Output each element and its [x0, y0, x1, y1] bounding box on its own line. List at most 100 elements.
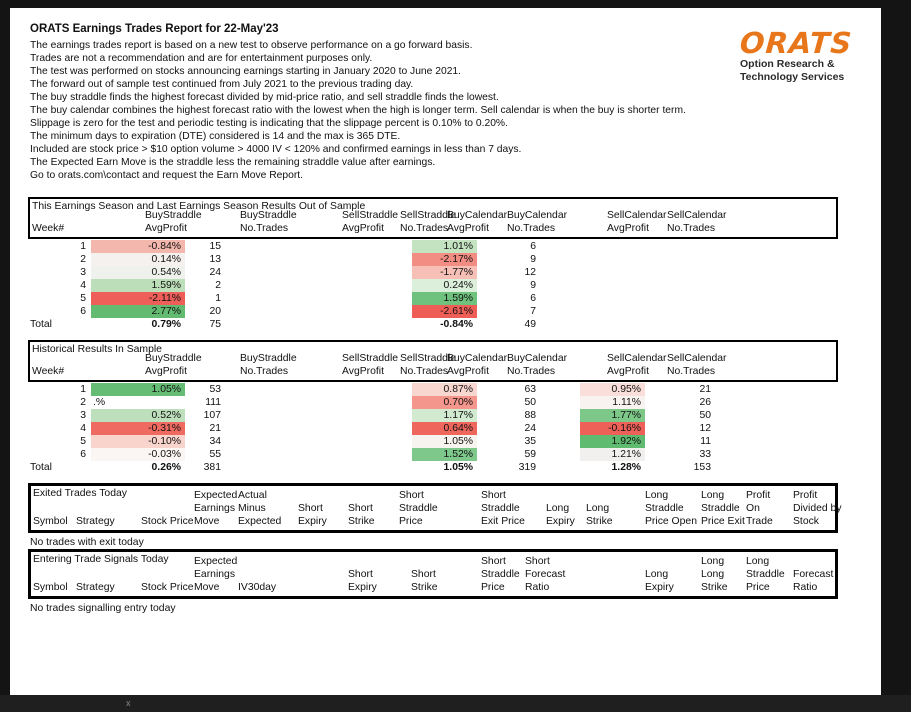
heatmap-cell: 1.59% — [91, 279, 185, 292]
trade-count: 20 — [209, 306, 221, 317]
col-header: Symbol — [33, 516, 68, 527]
intro-line: The forward out of sample test continued… — [30, 79, 414, 90]
week-number: 3 — [80, 267, 86, 278]
heatmap-cell: 1.05% — [412, 435, 477, 448]
trade-count: 1 — [215, 293, 221, 304]
col-header: Expected Earnings Move — [194, 556, 238, 593]
intro-line: The buy straddle finds the highest forec… — [30, 92, 499, 103]
heatmap-cell: 1.77% — [580, 409, 645, 422]
total-trade-count: 153 — [693, 462, 711, 473]
week-number: 3 — [80, 410, 86, 421]
glitch-value: .% — [93, 397, 106, 408]
col-header: Long Expiry — [645, 569, 674, 593]
sellcalendar-notrades-column: 21 26 50 12 11 33 153 — [673, 383, 711, 474]
buystraddle-notrades-column: 15 13 24 2 1 20 75 — [183, 240, 221, 331]
col-header: Short Straddle Price — [481, 556, 520, 593]
heatmap-cell: 0.54% — [91, 266, 185, 279]
intro-line: The minimum days to expiration (DTE) con… — [30, 131, 401, 142]
col-header: Long Long Strike — [701, 556, 728, 593]
col-header-buycalendar-n: BuyCalendar No.Trades — [507, 210, 568, 234]
col-header: Short Straddle Exit Price — [481, 490, 525, 527]
intro-line: Included are stock price > $10 option vo… — [30, 144, 522, 155]
col-header: Actual Minus Expected — [238, 490, 282, 527]
col-header: Long Expiry — [546, 503, 575, 527]
viewer-bottom-bar — [0, 695, 911, 712]
trade-count: 6 — [530, 241, 536, 252]
total-trade-count: 75 — [209, 319, 221, 330]
heatmap-cell: 1.92% — [580, 435, 645, 448]
week-number-column: 1 2 3 4 5 6 — [30, 240, 86, 318]
col-header-sellcalendar-avg: SellCalendar AvgProfit — [607, 353, 667, 377]
trade-count: 21 — [699, 384, 711, 395]
trade-count: 24 — [209, 267, 221, 278]
col-header: Forecast Ratio — [793, 569, 834, 593]
entering-table-title: Entering Trade Signals Today — [33, 554, 169, 565]
week-number: 4 — [80, 423, 86, 434]
heatmap-cell: 0.64% — [412, 422, 477, 435]
intro-line: The earnings trades report is based on a… — [30, 40, 473, 51]
col-header: Strategy — [76, 582, 115, 593]
trade-count: 11 — [700, 436, 711, 447]
heatmap-cell: -2.11% — [91, 292, 185, 305]
trade-count: 53 — [209, 384, 221, 395]
heatmap-cell: -0.10% — [91, 435, 185, 448]
trade-count: 111 — [205, 397, 221, 408]
col-header: Long Straddle Price — [746, 556, 785, 593]
col-header-sellcalendar-avg: SellCalendar AvgProfit — [607, 210, 667, 234]
intro-line: The Expected Earn Move is the straddle l… — [30, 157, 436, 168]
total-value: -0.84% — [440, 319, 473, 330]
col-header: Short Expiry — [348, 569, 377, 593]
trade-count: 21 — [209, 423, 221, 434]
col-header: Symbol — [33, 582, 68, 593]
heatmap-cell: -2.61% — [412, 305, 477, 318]
week-number: 6 — [80, 306, 86, 317]
heatmap-cell: 1.21% — [580, 448, 645, 461]
trade-count: 7 — [530, 306, 536, 317]
historical-table-title: Historical Results In Sample — [32, 344, 162, 355]
intro-line: Slippage is zero for the test and period… — [30, 118, 508, 129]
trade-count: 26 — [699, 397, 711, 408]
buystraddle-avgprofit-column: 1.05% .% 0.52% -0.31% -0.10% -0.03% 0.26… — [91, 383, 185, 474]
col-header: Long Straddle Price Exit — [701, 490, 745, 527]
week-number: 2 — [80, 397, 86, 408]
buystraddle-avgprofit-column: -0.84% 0.14% 0.54% 1.59% -2.11% 2.77% 0.… — [91, 240, 185, 331]
week-number: 4 — [80, 280, 86, 291]
total-row-label: Total — [30, 319, 52, 330]
heatmap-cell: 0.70% — [412, 396, 477, 409]
col-header-sellstraddle-n: SellStraddle No.Trades — [400, 210, 457, 234]
col-header-sellstraddle-avg: SellStraddle AvgProfit — [342, 353, 399, 377]
trade-count: 2 — [215, 280, 221, 291]
buycalendar-notrades-column: 6 9 12 9 6 7 49 — [498, 240, 536, 331]
exited-table-header-box: Exited Trades Today Symbol Strategy Stoc… — [28, 483, 842, 533]
total-value: 0.79% — [151, 319, 181, 330]
week-number-column: 1 2 3 4 5 6 — [30, 383, 86, 461]
trade-count: 15 — [209, 241, 221, 252]
trade-count: 50 — [699, 410, 711, 421]
col-header: IV30day — [238, 582, 277, 593]
col-header-sellcalendar-n: SellCalendar No.Trades — [667, 353, 727, 377]
entering-table-empty-message: No trades signalling entry today — [30, 603, 176, 614]
trade-count: 33 — [699, 449, 711, 460]
heatmap-cell: -1.77% — [412, 266, 477, 279]
col-header-buystraddle-n: BuyStraddle No.Trades — [240, 210, 297, 234]
col-header: Short Expiry — [298, 503, 327, 527]
intro-line: Trades are not a recommendation and are … — [30, 53, 373, 64]
historical-table-header-box: Historical Results In Sample Week# BuySt… — [28, 340, 838, 382]
report-page: ORATS Earnings Trades Report for 22-May'… — [10, 8, 881, 695]
col-header: Long Strike — [586, 503, 613, 527]
col-header: Profit Divided by Stock — [793, 490, 842, 527]
week-number: 1 — [80, 384, 86, 395]
col-header-buystraddle-n: BuyStraddle No.Trades — [240, 353, 297, 377]
sellcalendar-avgprofit-column: 0.95% 1.11% 1.77% -0.16% 1.92% 1.21% 1.2… — [580, 383, 645, 474]
total-trade-count: 381 — [203, 462, 221, 473]
heatmap-cell: 1.17% — [412, 409, 477, 422]
week-number: 6 — [80, 449, 86, 460]
col-header-buycalendar-n: BuyCalendar No.Trades — [507, 353, 568, 377]
col-header: Short Strike — [411, 569, 438, 593]
heatmap-cell: 1.01% — [412, 240, 477, 253]
col-header: Short Straddle Price — [399, 490, 438, 527]
heatmap-cell: -0.16% — [580, 422, 645, 435]
heatmap-cell: 1.11% — [580, 396, 645, 409]
trade-count: 12 — [699, 423, 711, 434]
